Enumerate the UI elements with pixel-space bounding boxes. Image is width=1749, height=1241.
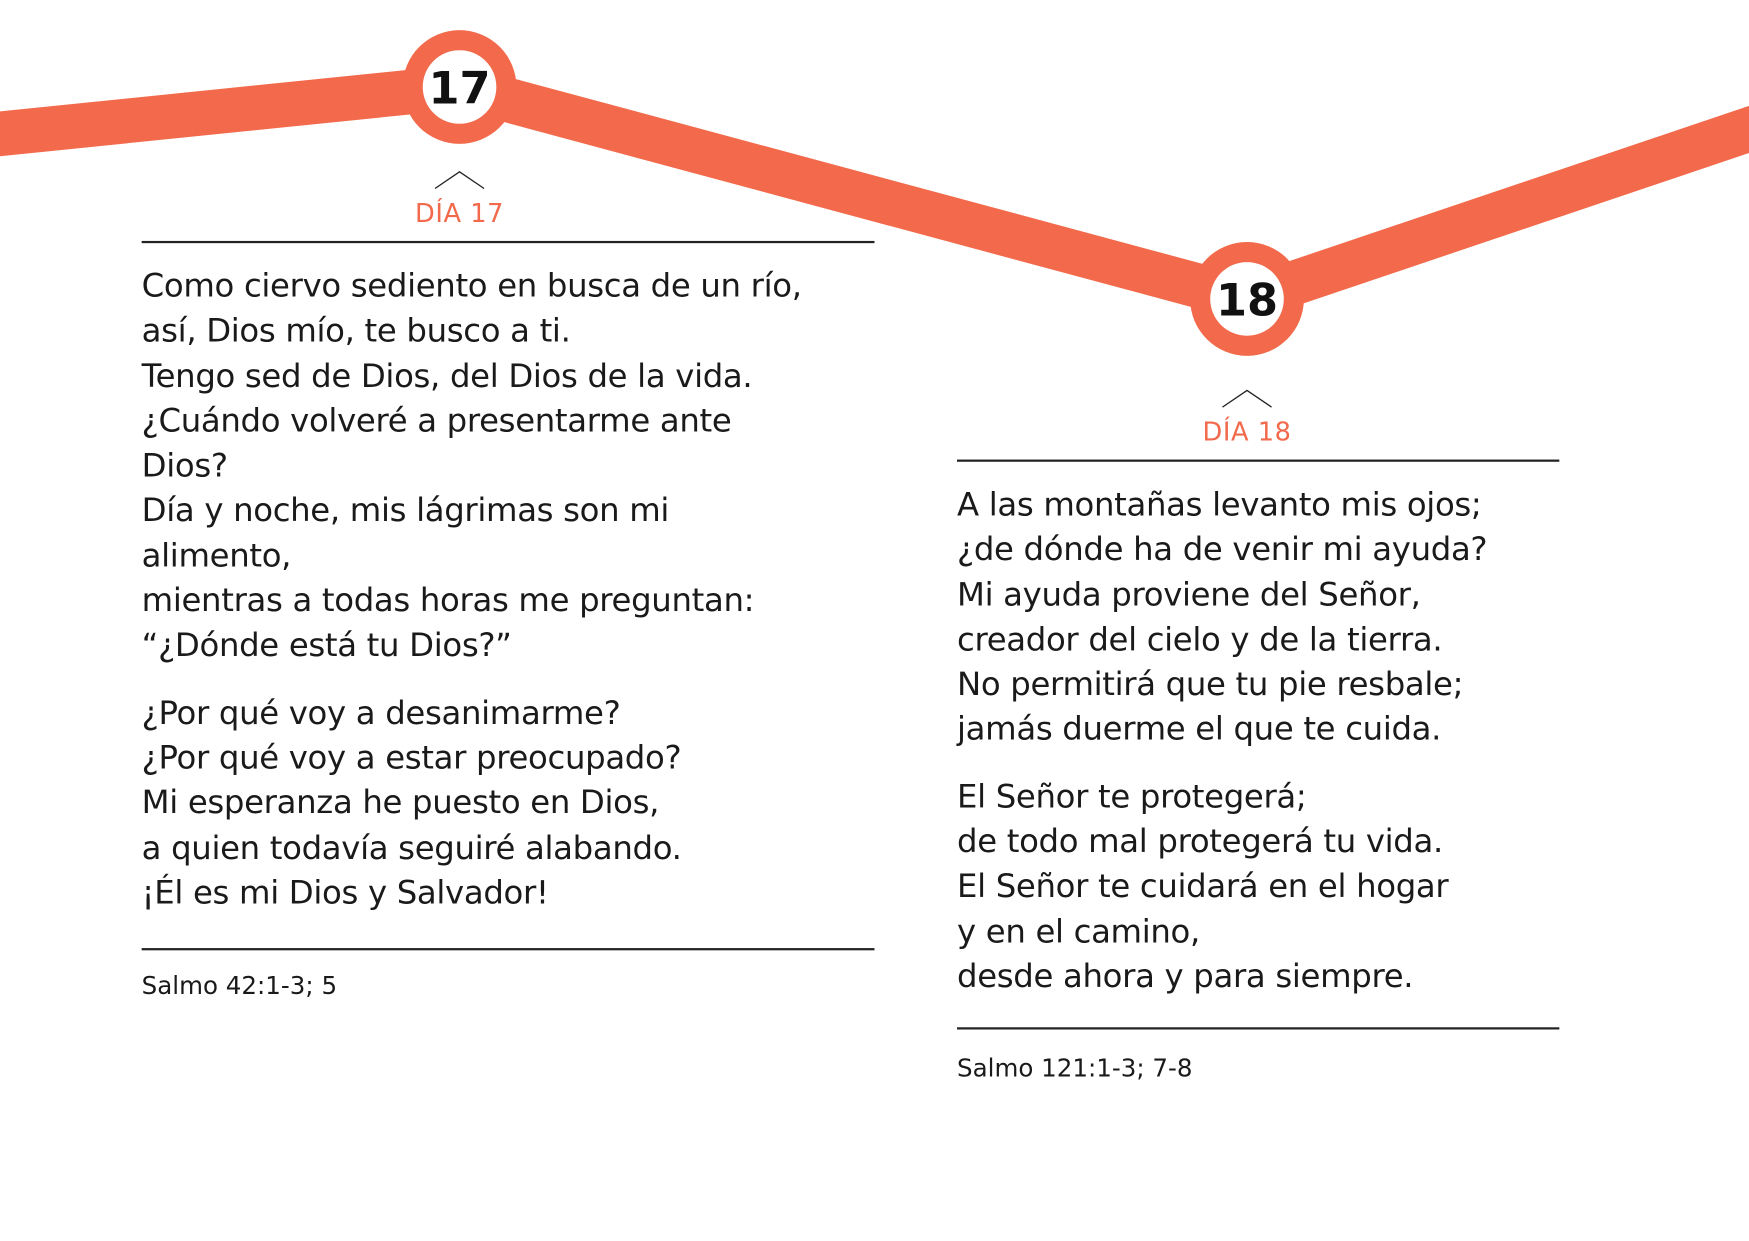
verse-line: a quien todavía seguiré alabando. — [141, 828, 682, 867]
verse-line: El Señor te cuidará en el hogar — [957, 867, 1449, 906]
day-17-label: DÍA 17 — [415, 199, 505, 229]
day-17-number: 17 — [428, 63, 490, 115]
verse-line: ¿Cuándo volveré a presentarme ante — [141, 401, 732, 440]
divider — [141, 948, 875, 950]
day-18-citation: Salmo 121:1-3; 7-8 — [957, 1055, 1193, 1084]
day-18-marker: 18 — [1190, 242, 1304, 356]
stanza: ¿Por qué voy a desanimarme? ¿Por qué voy … — [142, 690, 802, 915]
caret-up-icon — [434, 170, 485, 190]
verse-line: ¿Por qué voy a estar preocupado? — [141, 738, 682, 777]
verse-line: Día y noche, mis lágrimas son mi — [141, 491, 670, 530]
verse-line: Mi ayuda proviene del Señor, — [957, 575, 1421, 614]
caret-up-icon — [1222, 389, 1272, 408]
verse-line: alimento, — [141, 536, 292, 575]
verse-line: jamás duerme el que te cuida. — [957, 709, 1442, 748]
verse-line: ¿de dónde ha de venir mi ayuda? — [957, 530, 1488, 569]
timeline-path — [0, 64, 1749, 323]
day-17-citation: Salmo 42:1-3; 5 — [141, 972, 338, 1001]
verse-line: El Señor te protegerá; — [957, 777, 1307, 816]
divider — [141, 240, 875, 243]
verse-line: creador del cielo y de la tierra. — [957, 620, 1443, 658]
day-18-label: DÍA 18 — [1202, 418, 1292, 448]
divider — [957, 459, 1560, 462]
verse-line: A las montañas levanto mis ojos; — [957, 485, 1482, 524]
verse-line: de todo mal protegerá tu vida. — [957, 822, 1443, 861]
verse-line: ¡Él es mi Dios y Salvador! — [141, 873, 549, 912]
verse-line: mientras a todas horas me preguntan: — [141, 581, 755, 620]
verse-line: y en el camino, — [957, 912, 1200, 950]
verse-line: Tengo sed de Dios, del Dios de la vida. — [141, 356, 753, 395]
day-18-verse: A las montañas levanto mis ojos; ¿de dónd… — [957, 482, 1488, 1021]
verse-line: “¿Dónde está tu Dios?” — [141, 626, 512, 665]
verse-line: Dios? — [141, 446, 228, 485]
divider — [957, 1027, 1560, 1029]
verse-line: desde ahora y para siempre. — [957, 956, 1414, 995]
day-18-number: 18 — [1216, 275, 1278, 327]
verse-line: así, Dios mío, te busco a ti. — [141, 311, 571, 350]
day-17-marker: 17 — [402, 30, 517, 144]
verse-line: No permitirá que tu pie resbale; — [957, 664, 1464, 703]
stanza: A las montañas levanto mis ojos; ¿de dónd… — [957, 482, 1488, 752]
stanza: El Señor te protegerá; de todo mal proteg… — [957, 774, 1487, 999]
stanza: Como ciervo sediento en busca de un río,… — [142, 263, 802, 668]
verse-line: ¿Por qué voy a desanimarme? — [141, 693, 621, 732]
verse-line: Mi esperanza he puesto en Dios, — [141, 783, 660, 822]
day-17-verse: Como ciervo sediento en busca de un río,… — [142, 263, 802, 937]
verse-line: Como ciervo sediento en busca de un río, — [141, 266, 802, 305]
